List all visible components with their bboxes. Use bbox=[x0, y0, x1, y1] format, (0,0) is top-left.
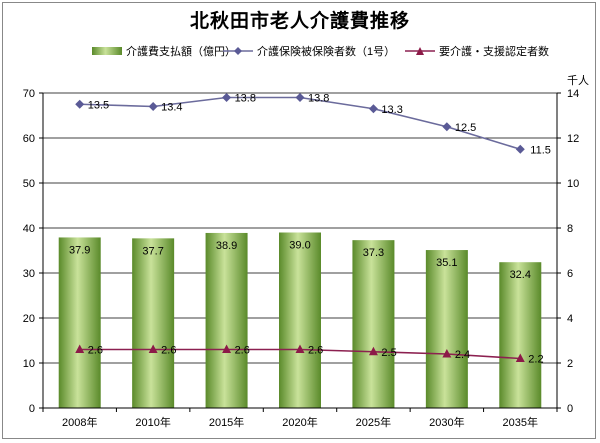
chart-frame bbox=[2, 2, 596, 439]
y-right-tick-label: 8 bbox=[567, 223, 573, 235]
line-hihokensha-point bbox=[75, 99, 85, 109]
y-left-tick-label: 40 bbox=[23, 223, 35, 235]
legend-label-bar: 介護費支払額（億円） bbox=[126, 44, 236, 58]
legend-label-line1: 介護保険被保険者数（1号） bbox=[257, 44, 395, 58]
axes bbox=[39, 92, 561, 412]
legend-marker-line2 bbox=[416, 47, 424, 55]
y-right-tick-label: 10 bbox=[567, 178, 579, 190]
line-hihokensha-label: 11.5 bbox=[530, 144, 551, 156]
y-left-tick-label: 10 bbox=[23, 358, 35, 370]
y-left-tick-label: 20 bbox=[23, 313, 35, 325]
line-ninteisha-point bbox=[222, 344, 232, 353]
bar-value-label: 37.3 bbox=[363, 247, 384, 259]
bar bbox=[205, 232, 248, 408]
bar-series bbox=[58, 232, 542, 408]
line-ninteisha-label: 2.6 bbox=[235, 345, 250, 357]
bar bbox=[352, 240, 395, 408]
line-ninteisha-label: 2.5 bbox=[381, 347, 396, 359]
x-tick-label: 2020年 bbox=[282, 415, 317, 429]
bar-value-label: 32.4 bbox=[510, 269, 531, 281]
line-hihokensha-point bbox=[515, 144, 525, 154]
line-ninteisha-label: 2.6 bbox=[308, 345, 323, 357]
bar bbox=[58, 237, 101, 408]
y-left-tick-label: 0 bbox=[29, 403, 35, 415]
line-ninteisha-label: 2.4 bbox=[455, 349, 470, 361]
line-hihokensha-point bbox=[442, 122, 452, 132]
line-hihokensha-label: 13.8 bbox=[235, 93, 256, 105]
legend-swatch-bar bbox=[92, 47, 122, 55]
bar bbox=[425, 250, 468, 408]
x-tick-label: 2015年 bbox=[209, 415, 244, 429]
bar bbox=[279, 232, 321, 408]
bar bbox=[132, 238, 175, 408]
line-ninteisha-point bbox=[148, 344, 158, 353]
line-hihokensha-point bbox=[295, 93, 305, 102]
bar-value-label: 35.1 bbox=[436, 257, 457, 269]
x-tick-label: 2008年 bbox=[62, 415, 97, 429]
line-hihokensha-point bbox=[222, 93, 232, 102]
y-left-tick-label: 60 bbox=[23, 133, 35, 145]
line-ninteisha-label: 2.6 bbox=[161, 345, 176, 357]
line-hihokensha-label: 13.5 bbox=[88, 99, 109, 111]
bar-value-label: 37.9 bbox=[69, 244, 90, 256]
line-hihokensha-label: 13.3 bbox=[381, 104, 402, 116]
line-ninteisha-point bbox=[75, 344, 85, 353]
x-tick-label: 2030年 bbox=[429, 415, 464, 429]
line-hihokensha-point bbox=[148, 102, 158, 111]
y-right-tick-label: 14 bbox=[567, 88, 579, 100]
legend: 介護費支払額（億円） 介護保険被保険者数（1号） 要介護・支援認定者数 bbox=[92, 44, 549, 58]
chart-title: 北秋田市老人介護費推移 bbox=[190, 9, 410, 32]
line-ninteisha-point bbox=[368, 346, 378, 356]
y-left-tick-label: 50 bbox=[23, 178, 35, 190]
line-ninteisha-point bbox=[295, 344, 305, 353]
line-ninteisha-label: 2.2 bbox=[528, 354, 543, 366]
line-hihokensha-label: 13.4 bbox=[161, 102, 182, 114]
right-axis-unit: 千人 bbox=[567, 74, 589, 87]
x-tick-label: 2025年 bbox=[356, 415, 391, 429]
y-right-tick-label: 6 bbox=[567, 268, 573, 280]
y-right-tick-label: 4 bbox=[567, 313, 573, 325]
x-tick-label: 2035年 bbox=[503, 415, 538, 429]
legend-label-line2: 要介護・支援認定者数 bbox=[439, 44, 549, 58]
line-hihokensha-label: 12.5 bbox=[455, 122, 476, 134]
line-hihokensha-label: 13.8 bbox=[308, 93, 329, 105]
y-right-tick-label: 12 bbox=[567, 133, 579, 145]
bar bbox=[499, 262, 542, 408]
line-ninteisha-label: 2.6 bbox=[88, 345, 103, 357]
line-ninteisha-point bbox=[442, 349, 452, 358]
line-ninteisha-point bbox=[515, 353, 525, 362]
y-left-tick-label: 70 bbox=[23, 88, 35, 100]
line-hihokensha-point bbox=[368, 104, 378, 114]
data-labels: 37.9 37.7 38.9 39.0 37.3 35.1 32.4 13.5 13.4 13.8… bbox=[69, 93, 551, 366]
line-series bbox=[75, 93, 525, 362]
bar-value-label: 38.9 bbox=[216, 240, 237, 252]
y-right-tick-label: 2 bbox=[567, 358, 573, 370]
bar-value-label: 39.0 bbox=[289, 240, 310, 252]
y-right-tick-label: 0 bbox=[567, 403, 573, 415]
x-tick-label: 2010年 bbox=[135, 415, 170, 429]
tick-labels: 0 10 20 30 40 50 60 70 0 2 4 6 8 10 12 14 2008年 2010年 2015… bbox=[23, 88, 580, 429]
legend-marker-line1 bbox=[234, 47, 242, 55]
bar-value-label: 37.7 bbox=[142, 245, 163, 257]
y-left-tick-label: 30 bbox=[23, 268, 35, 280]
